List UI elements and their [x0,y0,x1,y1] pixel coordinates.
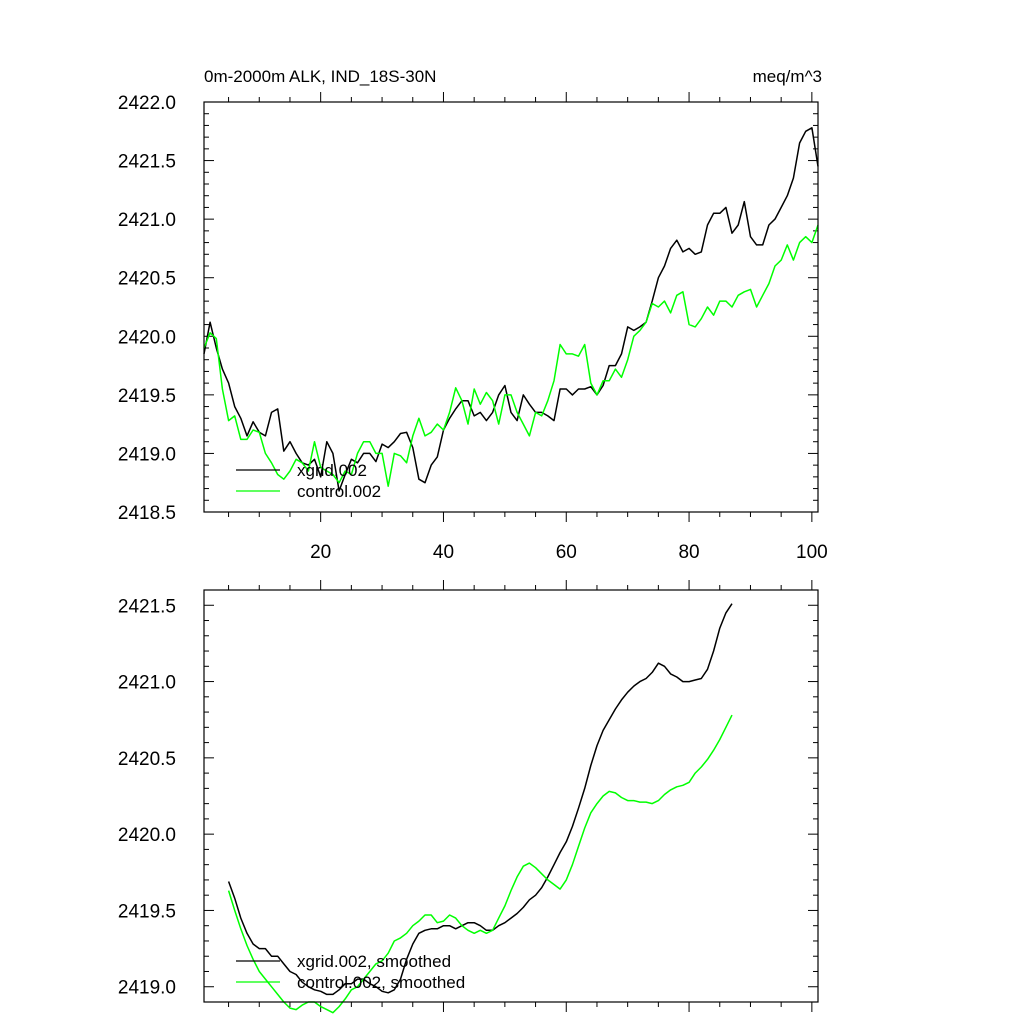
chart-title: 0m-2000m ALK, IND_18S-30N [204,67,436,86]
top-x-axis: 20 40 60 80 100 [228,92,828,563]
units-label: meq/m^3 [753,67,822,86]
bottom-y-tick-label: 2419.5 [118,901,176,922]
bottom-plot-panel: 2419.0 2419.5 2420.0 2420.5 2421.0 2421.5 xgr… [118,580,819,1014]
top-x-tick-label: 60 [556,542,577,563]
top-y-tick-label: 2422.0 [118,93,176,114]
top-y-tick-label: 2421.0 [118,210,176,231]
top-legend: xgrid.002 control.002 [236,461,381,501]
top-plot-frame [203,101,819,513]
top-y-tick-label: 2420.0 [118,327,176,348]
top-plot-panel: 2418.5 2419.0 2419.5 2420.0 2420.5 2421.0 2421… [118,92,828,563]
bottom-legend: xgrid.002, smoothed control.002, smoothe… [236,952,465,992]
bottom-y-tick-label: 2421.0 [118,673,176,694]
legend-label-control: control.002 [297,482,381,501]
top-y-axis: 2418.5 2419.0 2419.5 2420.0 2420.5 2421.0 2421… [118,93,818,524]
bottom-y-tick-label: 2420.0 [118,825,176,846]
top-x-tick-label: 100 [796,542,828,563]
top-series-line-xgrid [203,127,819,492]
legend-label-control-smoothed: control.002, smoothed [297,973,465,992]
top-plot-lines [203,127,819,492]
top-y-tick-label: 2419.5 [118,386,176,407]
bottom-y-tick-label: 2420.5 [118,749,176,770]
top-x-tick-label: 40 [433,542,454,563]
bottom-y-tick-label: 2421.5 [118,596,176,617]
top-x-tick-label: 20 [310,542,331,563]
top-series-line-control [203,224,819,487]
top-x-tick-label: 80 [678,542,699,563]
legend-label-xgrid: xgrid.002 [297,461,367,480]
top-y-tick-label: 2419.0 [118,444,176,465]
top-y-tick-label: 2420.5 [118,269,176,290]
top-y-tick-label: 2418.5 [118,503,176,524]
bottom-y-tick-label: 2419.0 [118,978,176,999]
bottom-x-axis [228,580,813,1012]
bottom-plot-frame [203,589,819,1003]
bottom-series-line-xgrid [227,603,733,996]
top-y-tick-label: 2421.5 [118,152,176,173]
legend-label-xgrid-smoothed: xgrid.002, smoothed [297,952,451,971]
